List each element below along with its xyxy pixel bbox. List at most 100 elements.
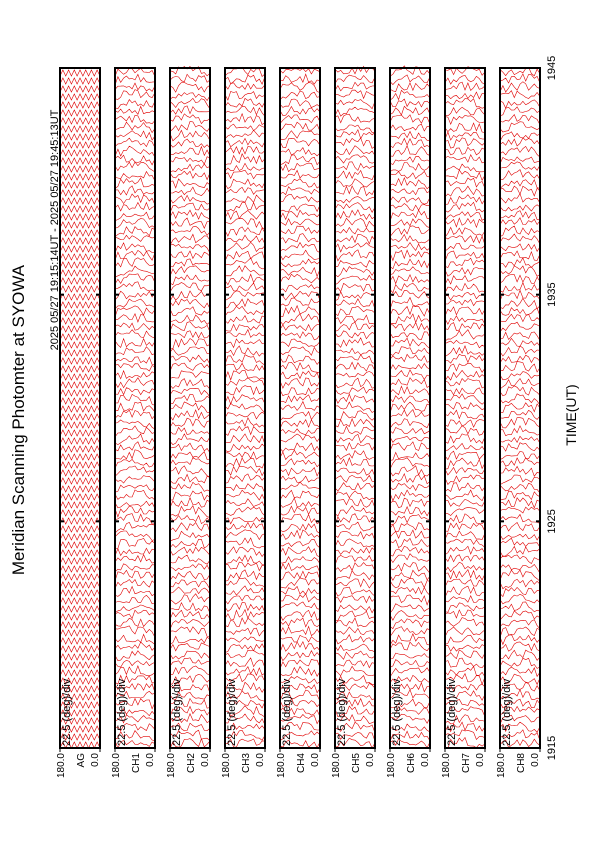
- scan-trace: [334, 169, 376, 180]
- scan-trace: [499, 601, 541, 613]
- scan-trace: [334, 659, 376, 669]
- scan-trace: [334, 617, 376, 628]
- scan-trace: [389, 74, 431, 86]
- scan-trace: [279, 650, 321, 662]
- scan-trace: [389, 89, 431, 101]
- scan-trace: [444, 698, 486, 707]
- scan-trace: [444, 122, 486, 133]
- scan-trace: [279, 331, 321, 341]
- scan-trace: [224, 537, 266, 549]
- scan-trace: [169, 330, 211, 339]
- scan-trace: [59, 93, 101, 101]
- scan-trace: [114, 633, 156, 645]
- scan-trace: [389, 233, 431, 244]
- scan-trace: [114, 659, 156, 668]
- scan-trace: [59, 589, 101, 597]
- scan-trace: [499, 666, 541, 678]
- scan-trace: [279, 546, 321, 558]
- scan-trace: [114, 579, 156, 589]
- scan-trace: [279, 233, 321, 244]
- scan-trace: [499, 457, 541, 467]
- scan-trace: [444, 721, 486, 733]
- scan-trace: [389, 363, 431, 371]
- scan-trace: [499, 619, 541, 630]
- scan-trace: [444, 450, 486, 461]
- scan-trace: [224, 585, 266, 596]
- scan-trace: [499, 90, 541, 99]
- scan-trace: [279, 410, 321, 422]
- scan-trace: [279, 313, 321, 326]
- scan-trace: [444, 489, 486, 502]
- scan-trace: [279, 570, 321, 581]
- scan-trace: [444, 74, 486, 85]
- scan-trace: [279, 73, 321, 85]
- scan-trace: [334, 354, 376, 364]
- scan-trace: [279, 323, 321, 332]
- scan-trace: [279, 467, 321, 477]
- scan-trace: [279, 625, 321, 637]
- scan-trace: [169, 609, 211, 620]
- scan-trace: [444, 177, 486, 189]
- scan-trace: [499, 482, 541, 494]
- scan-trace: [224, 561, 265, 572]
- scan-trace: [444, 322, 486, 331]
- scan-trace: [59, 133, 101, 141]
- scan-trace: [279, 433, 321, 443]
- scan-trace: [444, 474, 486, 486]
- scan-trace: [59, 157, 101, 165]
- scan-trace: [389, 435, 431, 443]
- scan-trace: [279, 394, 321, 404]
- scan-trace: [444, 522, 486, 532]
- scan-trace: [444, 250, 486, 262]
- scan-trace: [444, 714, 486, 725]
- scan-trace: [59, 557, 101, 565]
- scan-trace: [279, 98, 321, 108]
- x-tick-label: 1925: [546, 509, 558, 533]
- scan-trace: [169, 690, 211, 701]
- panel-frame: [114, 67, 156, 749]
- scan-trace: [224, 713, 266, 726]
- scan-trace: [499, 586, 541, 598]
- scan-trace: [499, 371, 541, 381]
- scan-trace: [499, 417, 541, 429]
- scan-trace: [169, 170, 211, 181]
- scan-trace: [389, 123, 431, 132]
- scan-trace: [444, 282, 486, 294]
- scan-trace: [59, 333, 101, 341]
- scan-trace: [114, 273, 156, 285]
- scan-trace: [279, 68, 321, 75]
- scan-trace: [114, 265, 156, 278]
- scan-trace: [279, 354, 321, 365]
- scan-trace: [279, 458, 321, 468]
- x-tick-label: 1945: [546, 56, 558, 80]
- scan-trace: [59, 541, 101, 549]
- scan-trace: [169, 314, 211, 325]
- scan-trace: [169, 563, 211, 572]
- scan-trace: [334, 242, 376, 253]
- scan-trace: [499, 474, 541, 485]
- scan-trace: [499, 698, 541, 709]
- scan-trace: [169, 121, 211, 132]
- scan-trace: [389, 553, 431, 564]
- scan-trace: [389, 337, 431, 349]
- scan-trace: [499, 705, 541, 716]
- scan-trace: [499, 321, 541, 333]
- scan-trace: [224, 416, 266, 428]
- scan-trace: [169, 619, 211, 630]
- scan-trace: [444, 91, 486, 100]
- scan-trace: [224, 129, 266, 139]
- scan-trace: [114, 538, 156, 550]
- scan-trace: [499, 657, 541, 669]
- scan-trace: [334, 266, 376, 278]
- scan-trace: [389, 489, 431, 502]
- scan-trace: [114, 594, 156, 605]
- scan-trace: [499, 156, 541, 164]
- scan-trace: [114, 553, 156, 564]
- scan-trace: [169, 642, 211, 652]
- scan-trace: [334, 128, 376, 140]
- scan-trace: [224, 194, 266, 204]
- scan-trace: [444, 530, 486, 540]
- scan-trace: [389, 632, 431, 646]
- scan-trace: [499, 99, 541, 109]
- scan-trace: [444, 729, 486, 741]
